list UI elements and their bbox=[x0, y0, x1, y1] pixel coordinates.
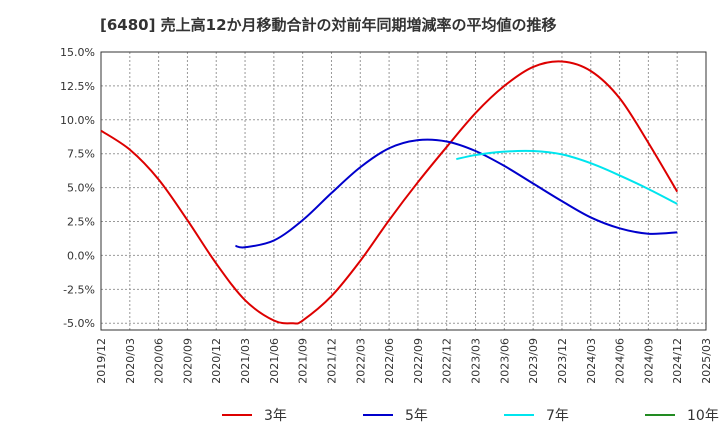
legend-label: 7年 bbox=[546, 408, 569, 424]
x-tick-label: 2024/12 bbox=[671, 338, 684, 384]
series-line-3 bbox=[456, 149, 678, 205]
grid-layer bbox=[100, 51, 707, 331]
x-tick-label: 2020/09 bbox=[181, 338, 194, 384]
y-tick-label: -5.0% bbox=[63, 317, 95, 330]
x-tick-label: 2024/03 bbox=[585, 338, 598, 384]
x-tick-label: 2023/09 bbox=[527, 338, 540, 384]
x-tick-label: 2021/09 bbox=[297, 338, 310, 384]
x-tick-label: 2022/12 bbox=[441, 338, 454, 384]
legend-label: 5年 bbox=[405, 408, 428, 424]
x-tick-label: 2020/03 bbox=[124, 338, 137, 384]
y-tick-label: 7.5% bbox=[67, 148, 95, 161]
y-tick-label: 15.0% bbox=[60, 46, 95, 59]
x-tick-label: 2021/03 bbox=[239, 338, 252, 384]
legend: 3年 5年 7年 10年 bbox=[222, 408, 719, 424]
y-tick-label: 12.5% bbox=[60, 80, 95, 93]
plot-area bbox=[101, 52, 706, 330]
x-tick-label: 2023/03 bbox=[470, 338, 483, 384]
x-tick-label: 2020/12 bbox=[210, 338, 223, 384]
x-tick-label: 2022/06 bbox=[383, 338, 396, 384]
x-tick-label: 2019/12 bbox=[95, 338, 108, 384]
series-line-1 bbox=[100, 60, 679, 325]
y-axis: 15.0% 12.5% 10.0% 7.5% 5.0% 2.5% 0.0% -2.5% -5.0… bbox=[60, 46, 95, 330]
y-tick-label: 5.0% bbox=[67, 182, 95, 195]
x-tick-label: 2021/06 bbox=[268, 338, 281, 384]
x-tick-label: 2024/09 bbox=[642, 338, 655, 384]
x-tick-label: 2021/12 bbox=[325, 338, 338, 384]
series-layer bbox=[100, 60, 679, 325]
chart-title: [6480] 売上高12か月移動合計の対前年同期増減率の平均値の推移 bbox=[100, 16, 557, 34]
x-tick-label: 2022/03 bbox=[354, 338, 367, 384]
y-tick-label: 0.0% bbox=[67, 249, 95, 262]
x-tick-label: 2023/06 bbox=[498, 338, 511, 384]
y-tick-label: 2.5% bbox=[67, 216, 95, 229]
x-tick-label: 2020/06 bbox=[153, 338, 166, 384]
x-axis: 2019/12 2020/03 2020/06 2020/09 2020/12 2021/… bbox=[95, 338, 713, 384]
x-tick-label: 2025/03 bbox=[700, 338, 713, 384]
legend-label: 3年 bbox=[264, 408, 287, 424]
x-tick-label: 2023/12 bbox=[556, 338, 569, 384]
x-tick-label: 2022/09 bbox=[412, 338, 425, 384]
y-tick-label: 10.0% bbox=[60, 114, 95, 127]
legend-label: 10年 bbox=[687, 408, 719, 424]
series-line-2 bbox=[235, 138, 678, 249]
y-tick-label: -2.5% bbox=[63, 283, 95, 296]
plot-border bbox=[100, 51, 707, 331]
x-tick-label: 2024/06 bbox=[614, 338, 627, 384]
